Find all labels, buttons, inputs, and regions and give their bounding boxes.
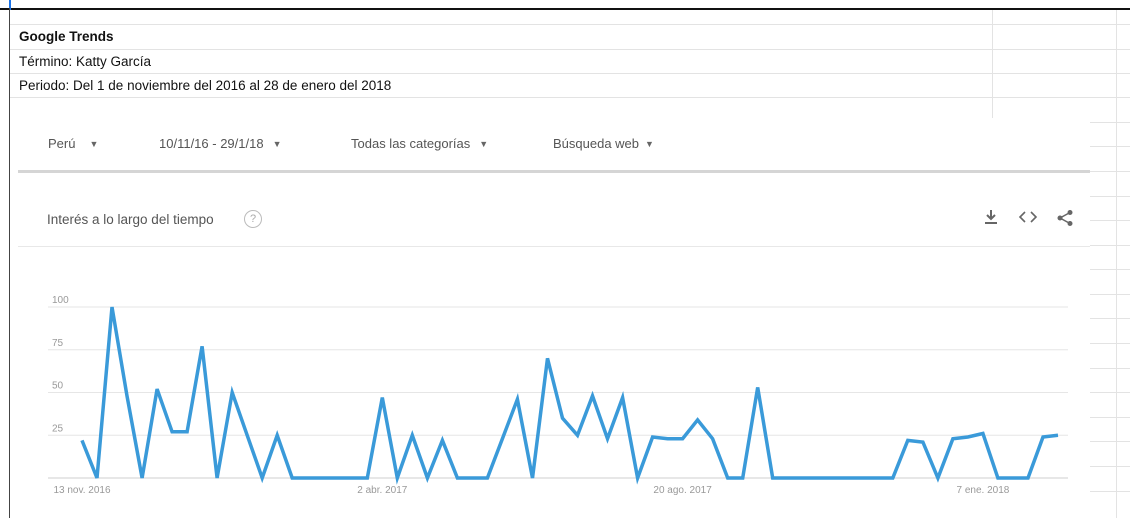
sheet-gridline (1090, 392, 1130, 393)
chevron-down-icon: ▼ (479, 139, 488, 149)
sheet-period-cell[interactable]: Periodo: Del 1 de noviembre del 2016 al … (19, 78, 391, 93)
sheet-left-border (9, 8, 10, 518)
sheet-gridline (992, 10, 993, 120)
sheet-title-cell[interactable]: Google Trends (19, 29, 114, 44)
sheet-gridline (1090, 417, 1130, 418)
category-filter-label: Todas las categorías (351, 136, 470, 151)
sheet-gridline (1090, 146, 1130, 147)
sheet-gridline (10, 24, 1130, 25)
sheet-gridline (10, 49, 1130, 50)
sheet-gridline (1090, 269, 1130, 270)
chevron-down-icon: ▼ (89, 139, 98, 149)
sheet-gridline (1090, 343, 1130, 344)
region-filter[interactable]: Perú ▼ (48, 136, 98, 151)
x-tick-label: 2 abr. 2017 (357, 485, 407, 496)
sheet-term-cell[interactable]: Término: Katty García (19, 54, 151, 69)
interest-line-chart: 25 50 75 100 13 nov. 2016 2 abr. 2017 20 ago. … (18, 196, 1090, 514)
search-type-filter[interactable]: Búsqueda web ▼ (553, 136, 654, 151)
sheet-gridline (1090, 220, 1130, 221)
sheet-gridline (1090, 196, 1130, 197)
search-type-filter-label: Búsqueda web (553, 136, 639, 151)
sheet-gridline (1090, 294, 1130, 295)
sheet-gridline (1090, 441, 1130, 442)
chevron-down-icon: ▼ (645, 139, 654, 149)
sheet-gridline (1090, 491, 1130, 492)
sheet-gridline (10, 73, 1130, 74)
sheet-gridline (1090, 122, 1130, 123)
x-tick-label: 7 ene. 2018 (957, 485, 1010, 496)
region-filter-label: Perú (48, 136, 75, 151)
y-tick-label: 100 (52, 295, 69, 306)
category-filter[interactable]: Todas las categorías ▼ (351, 136, 488, 151)
sheet-gridline (1090, 466, 1130, 467)
y-tick-label: 25 (52, 423, 64, 434)
y-tick-label: 75 (52, 338, 64, 349)
sheet-gridline (1090, 171, 1130, 172)
x-tick-label: 13 nov. 2016 (53, 485, 111, 496)
sheet-gridline (1090, 318, 1130, 319)
x-tick-label: 20 ago. 2017 (653, 485, 712, 496)
y-tick-label: 50 (52, 381, 64, 392)
trends-filter-bar: Perú ▼ 10/11/16 - 29/1/18 ▼ Todas las cate… (18, 118, 1090, 173)
sheet-gridline (10, 97, 1130, 98)
sheet-gridline (1090, 368, 1130, 369)
chevron-down-icon: ▼ (273, 139, 282, 149)
interest-over-time-card: Interés a lo largo del tiempo ? 25 50 75 10… (18, 196, 1090, 514)
sheet-top-border (0, 8, 1130, 10)
date-range-filter[interactable]: 10/11/16 - 29/1/18 ▼ (159, 136, 282, 151)
sheet-gridline (1090, 245, 1130, 246)
date-range-filter-label: 10/11/16 - 29/1/18 (159, 136, 264, 151)
